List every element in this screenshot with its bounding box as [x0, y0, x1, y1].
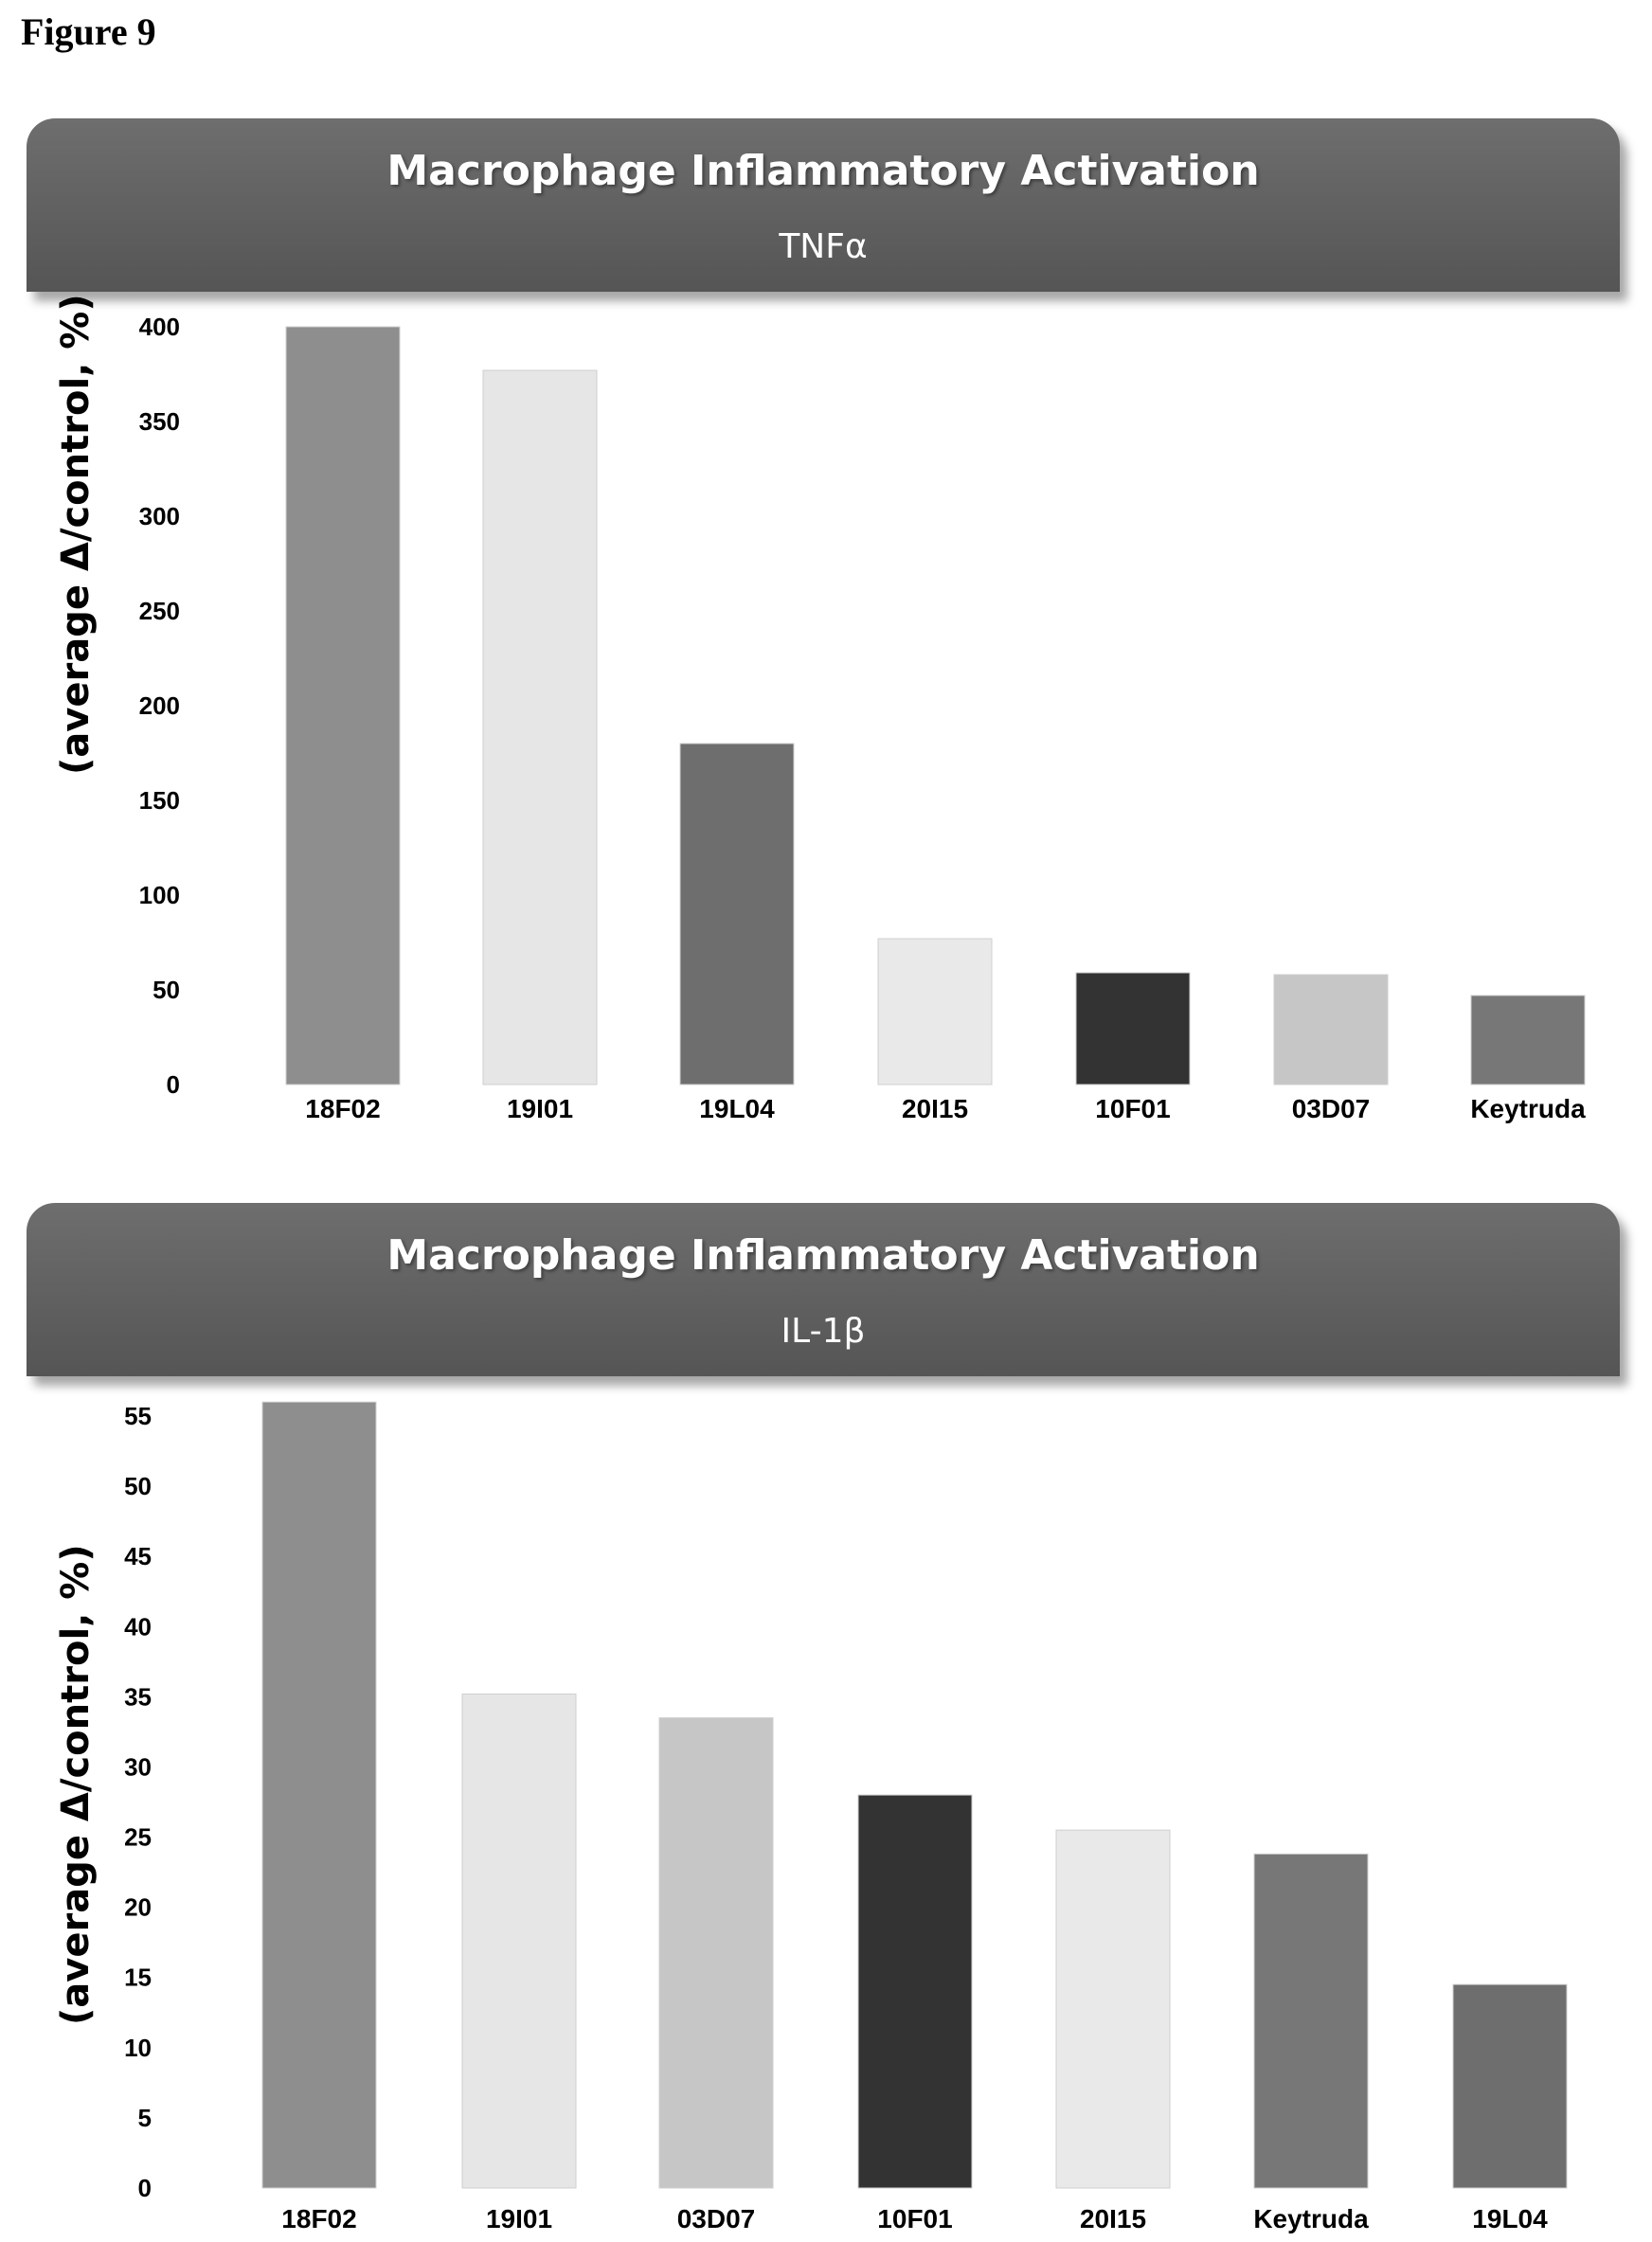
y-tick-label: 250: [139, 597, 180, 625]
x-category-label: 10F01: [877, 2204, 952, 2233]
x-category-label: 20I15: [1080, 2204, 1146, 2233]
y-tick-label: 10: [124, 2034, 152, 2062]
bar-10f01: [857, 1794, 973, 2189]
bar-19l04: [679, 743, 795, 1085]
chart-subtitle: IL-1β: [781, 1312, 866, 1351]
y-tick-label: 50: [153, 976, 180, 1004]
figure-label: Figure 9: [21, 10, 156, 53]
y-tick-label: 350: [139, 407, 180, 436]
chart-title: Macrophage Inflammatory Activation: [386, 147, 1260, 195]
y-tick-label: 35: [124, 1682, 152, 1711]
x-category-label: 18F02: [281, 2204, 356, 2233]
bar-10f01: [1075, 972, 1191, 1085]
y-tick-label: 100: [139, 881, 180, 909]
y-tick-label: 50: [124, 1472, 152, 1500]
x-category-label: 19L04: [1472, 2204, 1548, 2233]
x-category-label: 03D07: [1292, 1094, 1371, 1123]
chart-banner: Macrophage Inflammatory Activation IL-1β: [27, 1203, 1620, 1376]
y-tick-label: 300: [139, 502, 180, 530]
y-tick-label: 20: [124, 1893, 152, 1922]
x-category-label: 20I15: [902, 1094, 968, 1123]
y-tick-label: 200: [139, 691, 180, 720]
bar-19i01: [482, 369, 598, 1085]
bar-03d07: [658, 1717, 774, 2189]
chart-banner: Macrophage Inflammatory Activation TNFα: [27, 118, 1620, 292]
bar-keytruda: [1470, 995, 1586, 1085]
x-category-label: 18F02: [305, 1094, 380, 1123]
x-category-label: Keytruda: [1470, 1094, 1586, 1123]
y-tick-label: 40: [124, 1612, 152, 1641]
y-tick-label: 55: [124, 1402, 152, 1430]
x-category-label: 10F01: [1095, 1094, 1170, 1123]
y-tick-label: 150: [139, 786, 180, 815]
bar-20i15: [877, 938, 993, 1085]
bar-19i01: [461, 1693, 577, 2189]
x-category-label: Keytruda: [1253, 2204, 1369, 2233]
x-category-label: 19I01: [507, 1094, 573, 1123]
x-category-label: 19I01: [486, 2204, 552, 2233]
bar-19l04: [1452, 1983, 1568, 2189]
chart-title: Macrophage Inflammatory Activation: [386, 1231, 1260, 1280]
chart-subtitle: TNFα: [779, 227, 868, 266]
bar-chart-tnf: 400 350 300 250 200 150 100 50 0 18F02 19I01 19L04 2…: [139, 313, 1586, 1123]
bar-20i15: [1055, 1829, 1171, 2189]
bar-18f02: [285, 326, 401, 1085]
bar-03d07: [1273, 974, 1389, 1085]
y-tick-label: 45: [124, 1542, 152, 1570]
y-tick-label: 15: [124, 1964, 152, 1992]
x-category-label: 03D07: [677, 2204, 756, 2233]
bar-18f02: [261, 1401, 377, 2189]
x-category-label: 19L04: [699, 1094, 775, 1123]
y-tick-label: 0: [167, 1070, 180, 1099]
y-tick-label: 5: [138, 2104, 152, 2132]
y-tick-label: 400: [139, 313, 180, 341]
y-tick-label: 25: [124, 1823, 152, 1852]
y-tick-label: 30: [124, 1752, 152, 1781]
bar-keytruda: [1253, 1853, 1369, 2189]
y-tick-label: 0: [138, 2174, 152, 2202]
